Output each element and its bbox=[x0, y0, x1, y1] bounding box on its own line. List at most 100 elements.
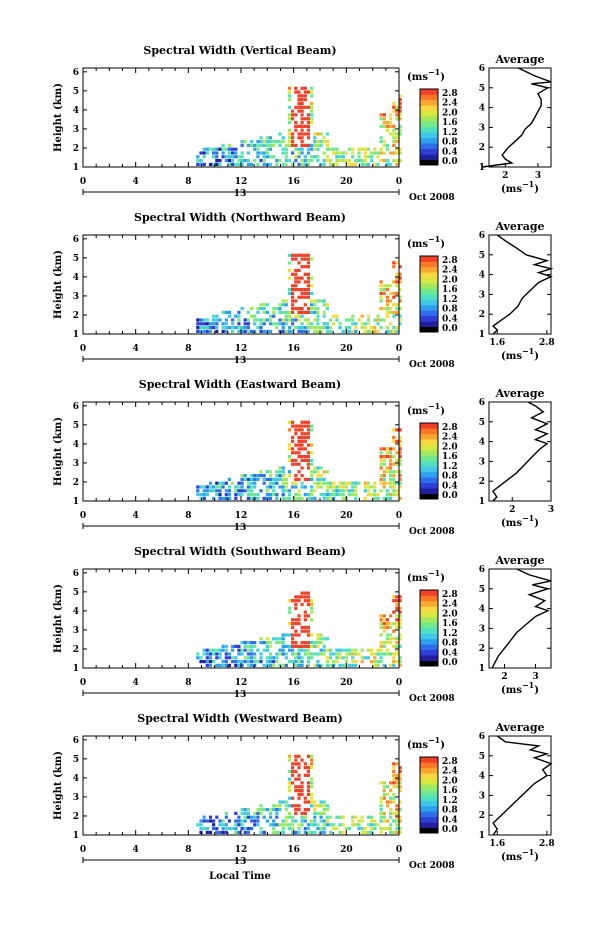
heatmap-cell bbox=[329, 493, 333, 497]
colorbar-swatch bbox=[420, 482, 438, 489]
heatmap-cell bbox=[240, 474, 244, 478]
heatmap-cell bbox=[398, 295, 402, 299]
heatmap-cell bbox=[256, 307, 260, 311]
heatmap-cell bbox=[395, 140, 399, 144]
heatmap-cell bbox=[310, 644, 314, 648]
heatmap-cell bbox=[303, 124, 307, 128]
heatmap-cell bbox=[256, 310, 260, 314]
heatmap-cell bbox=[303, 599, 307, 603]
colorbar-swatch bbox=[420, 143, 438, 150]
heatmap-cell bbox=[275, 481, 279, 485]
heatmap-cell bbox=[344, 151, 348, 155]
heatmap-cell bbox=[303, 652, 307, 656]
heatmap-cell bbox=[325, 493, 329, 497]
heatmap-cell bbox=[212, 322, 216, 326]
heatmap-cell bbox=[389, 637, 393, 641]
average-profile-line bbox=[491, 401, 549, 502]
heatmap-cell bbox=[300, 329, 304, 333]
average-x-label-close: ) bbox=[534, 351, 539, 362]
heatmap-cell bbox=[240, 660, 244, 664]
heatmap-cell bbox=[234, 489, 238, 493]
heatmap-cell bbox=[382, 629, 386, 633]
heatmap-cell bbox=[284, 804, 288, 808]
colorbar-tick: 2.8 bbox=[442, 89, 458, 99]
colorbar-tick: 0.8 bbox=[442, 806, 458, 816]
heatmap-cell bbox=[347, 326, 352, 330]
colorbar-swatch bbox=[420, 148, 438, 155]
heatmap-cell bbox=[240, 162, 244, 166]
heatmap-cell bbox=[382, 462, 386, 466]
heatmap-cell bbox=[322, 136, 326, 140]
average-x-label: (ms−1) bbox=[501, 513, 539, 529]
heatmap-cell bbox=[306, 781, 310, 785]
heatmap-cell bbox=[395, 159, 399, 163]
heatmap-cell bbox=[234, 326, 238, 330]
colorbar-tick: 1.6 bbox=[442, 118, 458, 128]
heatmap-cell bbox=[322, 470, 326, 474]
colorbar-tick: 0.8 bbox=[442, 305, 458, 315]
heatmap-cell bbox=[335, 147, 339, 151]
heatmap-cell bbox=[373, 819, 377, 823]
heatmap-cell bbox=[379, 284, 383, 288]
heatmap-cell bbox=[202, 326, 206, 330]
average-y-tick-label: 4 bbox=[479, 772, 485, 782]
heatmap-cell bbox=[297, 94, 301, 98]
heatmap-cell bbox=[278, 823, 282, 827]
heatmap-cell bbox=[303, 439, 307, 443]
heatmap-cell bbox=[253, 485, 257, 489]
heatmap-cell bbox=[250, 648, 254, 652]
heatmap-cell bbox=[221, 644, 225, 648]
heatmap-cell bbox=[382, 124, 386, 128]
heatmap-cell bbox=[325, 663, 329, 667]
heatmap-cell bbox=[379, 474, 383, 478]
heatmap-cell bbox=[379, 318, 383, 322]
heatmap-cell bbox=[221, 481, 225, 485]
average-y-tick-label: 1 bbox=[479, 664, 485, 674]
heatmap-cell bbox=[240, 151, 244, 155]
heatmap-cell bbox=[322, 151, 326, 155]
colorbar-unit-close: ) bbox=[440, 406, 445, 417]
average-profile-line bbox=[491, 234, 554, 335]
heatmap-cell bbox=[354, 485, 358, 489]
heatmap-cell bbox=[310, 781, 314, 785]
heatmap-cell bbox=[284, 155, 288, 159]
heatmap-cell bbox=[272, 310, 276, 314]
heatmap-cell bbox=[231, 147, 235, 151]
colorbar-swatch bbox=[420, 121, 438, 128]
heatmap-cell bbox=[243, 329, 247, 333]
heatmap-cell bbox=[395, 489, 399, 493]
heatmap-cell bbox=[265, 489, 269, 493]
heatmap-cell bbox=[243, 641, 247, 645]
heatmap-cell bbox=[287, 470, 292, 474]
heatmap-cell bbox=[278, 140, 282, 144]
heatmap-cell bbox=[351, 314, 355, 318]
heatmap-cell bbox=[392, 329, 396, 333]
colorbar-swatch bbox=[420, 638, 438, 645]
heatmap-cell bbox=[338, 159, 342, 163]
heatmap-cell bbox=[275, 496, 279, 500]
heatmap-cell bbox=[325, 496, 329, 500]
average-x-label-exp: −1 bbox=[522, 513, 534, 523]
heatmap-cell bbox=[281, 493, 285, 497]
heatmap-cell bbox=[202, 329, 206, 333]
heatmap-cell bbox=[389, 614, 393, 618]
heatmap-cell bbox=[373, 481, 377, 485]
heatmap-cell bbox=[306, 648, 310, 652]
heatmap-cell bbox=[227, 159, 231, 163]
heatmap-cell bbox=[392, 462, 396, 466]
heatmap-cell bbox=[250, 493, 254, 497]
heatmap-cell bbox=[354, 159, 358, 163]
heatmap-cell bbox=[376, 151, 380, 155]
heatmap-cell bbox=[306, 162, 310, 166]
heatmap-cell bbox=[385, 496, 389, 500]
heatmap-cell bbox=[297, 455, 301, 459]
heatmap-cell bbox=[335, 489, 339, 493]
heatmap-cell bbox=[297, 599, 301, 603]
heatmap-cell bbox=[224, 652, 228, 656]
heatmap-cell bbox=[310, 610, 314, 614]
heatmap-cell bbox=[205, 827, 209, 831]
heatmap-cell bbox=[297, 310, 301, 314]
heatmap-cell bbox=[306, 830, 310, 834]
heatmap-cell bbox=[215, 155, 219, 159]
heatmap-cell bbox=[325, 656, 329, 660]
